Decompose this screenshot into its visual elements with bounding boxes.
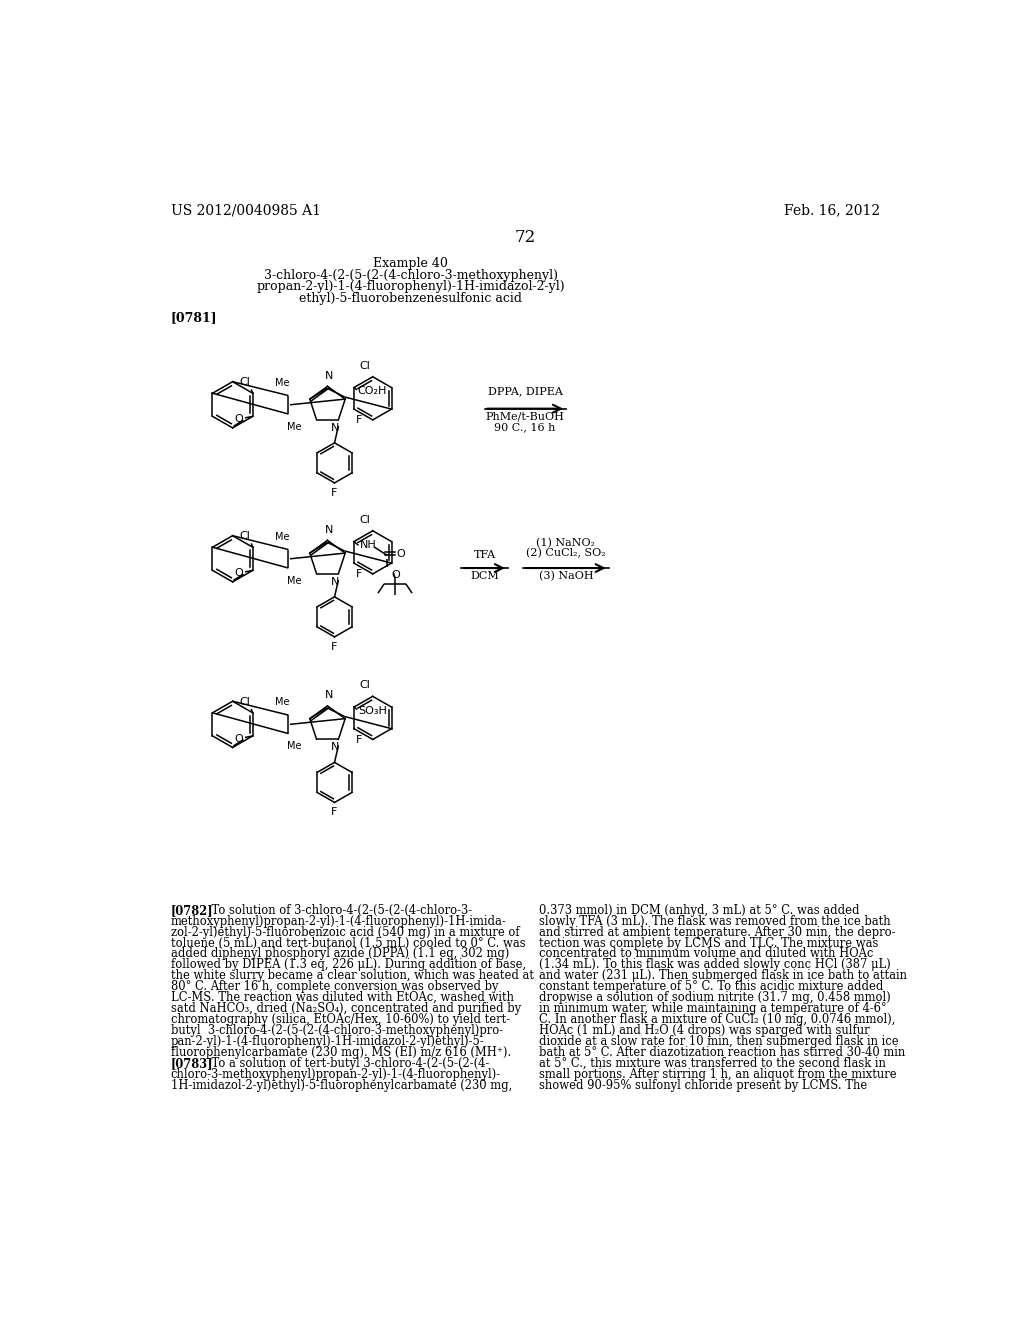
Text: N: N (331, 577, 340, 587)
Text: Me: Me (275, 378, 290, 388)
Text: butyl  3-chloro-4-(2-(5-(2-(4-chloro-3-methoxyphenyl)pro-: butyl 3-chloro-4-(2-(5-(2-(4-chloro-3-me… (171, 1024, 503, 1038)
Text: Me: Me (288, 422, 302, 432)
Text: LC-MS. The reaction was diluted with EtOAc, washed with: LC-MS. The reaction was diluted with EtO… (171, 991, 514, 1005)
Text: chromatography (silica, EtOAc/Hex, 10-60%) to yield tert-: chromatography (silica, EtOAc/Hex, 10-60… (171, 1014, 510, 1026)
Text: SO₃H: SO₃H (357, 706, 387, 715)
Text: added diphenyl phosphoryl azide (DPPA) (1.1 eq, 302 mg): added diphenyl phosphoryl azide (DPPA) (… (171, 948, 509, 961)
Text: N: N (325, 371, 333, 381)
Text: (1.34 mL). To this flask was added slowly conc HCl (387 μL): (1.34 mL). To this flask was added slowl… (539, 958, 891, 972)
Text: showed 90-95% sulfonyl chloride present by LCMS. The: showed 90-95% sulfonyl chloride present … (539, 1078, 867, 1092)
Text: F: F (332, 487, 338, 498)
Text: concentrated to minimum volume and diluted with HOAc: concentrated to minimum volume and dilut… (539, 948, 873, 961)
Text: DCM: DCM (470, 572, 499, 581)
Text: 0.373 mmol) in DCM (anhyd, 3 mL) at 5° C. was added: 0.373 mmol) in DCM (anhyd, 3 mL) at 5° C… (539, 904, 859, 917)
Text: Cl: Cl (359, 680, 371, 690)
Text: 72: 72 (514, 230, 536, 247)
Text: dioxide at a slow rate for 10 min, then submerged flask in ice: dioxide at a slow rate for 10 min, then … (539, 1035, 898, 1048)
Text: HOAc (1 mL) and H₂O (4 drops) was sparged with sulfur: HOAc (1 mL) and H₂O (4 drops) was sparge… (539, 1024, 869, 1038)
Text: Feb. 16, 2012: Feb. 16, 2012 (783, 203, 880, 216)
Text: bath at 5° C. After diazotization reaction has stirred 30-40 min: bath at 5° C. After diazotization reacti… (539, 1045, 905, 1059)
Text: N: N (331, 422, 340, 433)
Text: methoxyphenyl)propan-2-yl)-1-(4-fluorophenyl)-1H-imida-: methoxyphenyl)propan-2-yl)-1-(4-fluoroph… (171, 915, 507, 928)
Text: O: O (234, 734, 244, 744)
Text: C. In another flask a mixture of CuCl₂ (10 mg, 0.0746 mmol),: C. In another flask a mixture of CuCl₂ (… (539, 1014, 895, 1026)
Text: O: O (234, 569, 244, 578)
Text: TFA: TFA (473, 550, 496, 561)
Text: F: F (332, 807, 338, 817)
Text: Me: Me (288, 742, 302, 751)
Text: 90 C., 16 h: 90 C., 16 h (495, 422, 556, 433)
Text: Me: Me (275, 697, 290, 708)
Text: O: O (234, 414, 244, 425)
Text: O: O (391, 570, 400, 579)
Text: O: O (396, 549, 406, 558)
Text: Cl: Cl (240, 378, 251, 387)
Text: (2) CuCl₂, SO₂: (2) CuCl₂, SO₂ (526, 548, 605, 558)
Text: and water (231 μL). Then submerged flask in ice bath to attain: and water (231 μL). Then submerged flask… (539, 969, 906, 982)
Text: zol-2-yl)ethyl)-5-fluorobenzoic acid (540 mg) in a mixture of: zol-2-yl)ethyl)-5-fluorobenzoic acid (54… (171, 925, 519, 939)
Text: the white slurry became a clear solution, which was heated at: the white slurry became a clear solution… (171, 969, 534, 982)
Text: [0781]: [0781] (171, 312, 217, 323)
Text: satd NaHCO₃, dried (Na₂SO₄), concentrated and purified by: satd NaHCO₃, dried (Na₂SO₄), concentrate… (171, 1002, 521, 1015)
Text: NH: NH (360, 540, 377, 550)
Text: F: F (356, 416, 362, 425)
Text: To solution of 3-chloro-4-(2-(5-(2-(4-chloro-3-: To solution of 3-chloro-4-(2-(5-(2-(4-ch… (200, 904, 472, 917)
Text: small portions. After stirring 1 h, an aliquot from the mixture: small portions. After stirring 1 h, an a… (539, 1068, 896, 1081)
Text: and stirred at ambient temperature. After 30 min, the depro-: and stirred at ambient temperature. Afte… (539, 925, 895, 939)
Text: ethyl)-5-fluorobenzenesulfonic acid: ethyl)-5-fluorobenzenesulfonic acid (299, 292, 522, 305)
Text: 3-chloro-4-(2-(5-(2-(4-chloro-3-methoxyphenyl): 3-chloro-4-(2-(5-(2-(4-chloro-3-methoxyp… (264, 268, 558, 281)
Text: F: F (332, 642, 338, 652)
Text: To a solution of tert-butyl 3-chloro-4-(2-(5-(2-(4-: To a solution of tert-butyl 3-chloro-4-(… (200, 1057, 489, 1069)
Text: US 2012/0040985 A1: US 2012/0040985 A1 (171, 203, 321, 216)
Text: tection was complete by LCMS and TLC. The mixture was: tection was complete by LCMS and TLC. Th… (539, 937, 879, 949)
Text: [0783]: [0783] (171, 1057, 213, 1069)
Text: [0782]: [0782] (171, 904, 213, 917)
Text: slowly TFA (3 mL). The flask was removed from the ice bath: slowly TFA (3 mL). The flask was removed… (539, 915, 891, 928)
Text: Cl: Cl (359, 515, 371, 524)
Text: at 5° C., this mixture was transferred to the second flask in: at 5° C., this mixture was transferred t… (539, 1057, 886, 1069)
Text: pan-2-yl)-1-(4-fluorophenyl)-1H-imidazol-2-yl)ethyl)-5-: pan-2-yl)-1-(4-fluorophenyl)-1H-imidazol… (171, 1035, 484, 1048)
Text: toluene (5 mL) and tert-butanol (1.5 mL) cooled to 0° C. was: toluene (5 mL) and tert-butanol (1.5 mL)… (171, 937, 525, 949)
Text: F: F (356, 569, 362, 579)
Text: Me: Me (288, 576, 302, 586)
Text: N: N (331, 742, 340, 752)
Text: 1H-imidazol-2-yl)ethyl)-5-fluorophenylcarbamate (230 mg,: 1H-imidazol-2-yl)ethyl)-5-fluorophenylca… (171, 1078, 512, 1092)
Text: Cl: Cl (359, 360, 371, 371)
Text: (3) NaOH: (3) NaOH (539, 572, 593, 581)
Text: N: N (325, 525, 333, 535)
Text: Cl: Cl (240, 697, 251, 706)
Text: fluorophenylcarbamate (230 mg). MS (EI) m/z 616 (MH⁺).: fluorophenylcarbamate (230 mg). MS (EI) … (171, 1045, 511, 1059)
Text: N: N (325, 690, 333, 701)
Text: PhMe/t-BuOH: PhMe/t-BuOH (485, 412, 564, 421)
Text: followed by DIPEA (1.3 eq, 226 μL). During addition of base,: followed by DIPEA (1.3 eq, 226 μL). Duri… (171, 958, 525, 972)
Text: (1) NaNO₂: (1) NaNO₂ (537, 537, 595, 548)
Text: DPPA, DIPEA: DPPA, DIPEA (487, 387, 562, 396)
Text: chloro-3-methoxyphenyl)propan-2-yl)-1-(4-fluorophenyl)-: chloro-3-methoxyphenyl)propan-2-yl)-1-(4… (171, 1068, 501, 1081)
Text: 80° C. After 16 h, complete conversion was observed by: 80° C. After 16 h, complete conversion w… (171, 981, 498, 993)
Text: propan-2-yl)-1-(4-fluorophenyl)-1H-imidazol-2-yl): propan-2-yl)-1-(4-fluorophenyl)-1H-imida… (257, 280, 565, 293)
Text: in minimum water, while maintaining a temperature of 4-6°: in minimum water, while maintaining a te… (539, 1002, 887, 1015)
Text: CO₂H: CO₂H (357, 387, 387, 396)
Text: Me: Me (275, 532, 290, 543)
Text: constant temperature of 5° C. To this acidic mixture added: constant temperature of 5° C. To this ac… (539, 981, 883, 993)
Text: Example 40: Example 40 (374, 257, 449, 271)
Text: F: F (356, 735, 362, 744)
Text: Cl: Cl (240, 531, 251, 541)
Text: dropwise a solution of sodium nitrite (31.7 mg, 0.458 mmol): dropwise a solution of sodium nitrite (3… (539, 991, 891, 1005)
